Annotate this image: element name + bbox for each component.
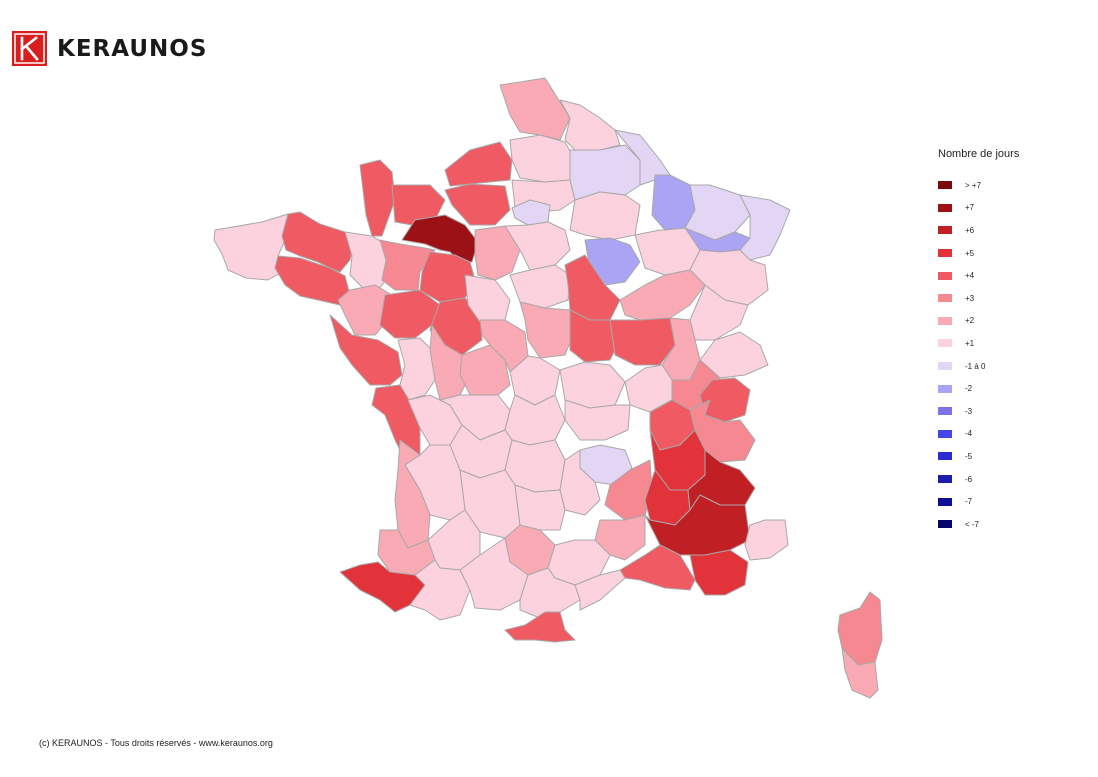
department-region xyxy=(337,284,393,336)
legend-item: +5 xyxy=(938,242,1019,265)
department-region xyxy=(379,239,436,291)
legend-swatch xyxy=(938,249,952,258)
legend-swatch xyxy=(938,294,952,303)
department-region xyxy=(519,301,576,359)
legend-label: -4 xyxy=(965,429,973,439)
legend-title: Nombre de jours xyxy=(938,148,1020,160)
legend-item: > +7 xyxy=(938,174,1019,197)
legend-label: +2 xyxy=(965,316,975,326)
legend-item: -1 à 0 xyxy=(938,355,1019,378)
legend-item: -7 xyxy=(938,490,1019,513)
legend-item: -4 xyxy=(938,423,1019,446)
department-region xyxy=(619,269,706,321)
copyright-footer: (c) KERAUNOS - Tous droits réservés - ww… xyxy=(39,738,273,748)
department-region xyxy=(559,449,601,516)
legend-label: -7 xyxy=(965,497,973,507)
department-region xyxy=(569,144,641,201)
department-region xyxy=(609,317,676,366)
department-region xyxy=(329,314,403,386)
legend-item: -2 xyxy=(938,377,1019,400)
department-region xyxy=(397,337,436,401)
keraunos-logo-icon xyxy=(12,31,47,66)
legend-items: > +7 +7 +6 +5 +4 +3 +2 +1 -1 à 0 -2 -3 -4 -5 -6 -7 < -7 xyxy=(938,174,1019,536)
legend-label: +1 xyxy=(965,338,975,348)
legend-swatch xyxy=(938,339,952,348)
legend-item: +1 xyxy=(938,332,1019,355)
legend-swatch xyxy=(938,429,952,438)
department-region xyxy=(569,191,641,241)
legend-label: +4 xyxy=(965,271,975,281)
department-region xyxy=(281,211,356,273)
department-region xyxy=(841,647,879,699)
legend-swatch xyxy=(938,181,952,190)
department-region xyxy=(409,559,471,621)
legend-label: -6 xyxy=(965,474,973,484)
legend-swatch xyxy=(938,497,952,506)
legend-swatch xyxy=(938,203,952,212)
legend-label: +3 xyxy=(965,293,975,303)
legend-item: +7 xyxy=(938,197,1019,220)
legend-label: -1 à 0 xyxy=(965,361,986,371)
legend-swatch xyxy=(938,316,952,325)
legend-swatch xyxy=(938,407,952,416)
department-region xyxy=(401,214,479,263)
legend-label: -5 xyxy=(965,451,973,461)
legend-swatch xyxy=(938,271,952,280)
legend-label: +5 xyxy=(965,248,975,258)
legend-label: +7 xyxy=(965,203,975,213)
department-region xyxy=(699,331,769,379)
legend-item: +2 xyxy=(938,310,1019,333)
keraunos-logo: KERAUNOS xyxy=(12,31,207,66)
legend-swatch xyxy=(938,226,952,235)
department-region xyxy=(444,183,511,226)
department-region xyxy=(504,221,571,271)
legend-swatch xyxy=(938,362,952,371)
legend-label: +6 xyxy=(965,225,975,235)
department-region xyxy=(509,134,576,183)
legend-swatch xyxy=(938,384,952,393)
legend-swatch xyxy=(938,475,952,484)
legend-label: -3 xyxy=(965,406,973,416)
legend-label: -2 xyxy=(965,384,973,394)
legend-label: > +7 xyxy=(965,180,982,190)
legend-swatch xyxy=(938,520,952,529)
legend-item: +4 xyxy=(938,264,1019,287)
legend-label: < -7 xyxy=(965,519,980,529)
department-region xyxy=(509,264,571,309)
department-region xyxy=(689,549,749,596)
department-region xyxy=(744,519,789,561)
legend-item: -5 xyxy=(938,445,1019,468)
legend-item: -6 xyxy=(938,468,1019,491)
legend: Nombre de jours > +7 +7 +6 +5 +4 +3 +2 +1 -1 à 0… xyxy=(938,148,1019,536)
department-region xyxy=(504,611,576,643)
department-region xyxy=(559,99,621,151)
department-region xyxy=(619,544,696,591)
legend-item: +3 xyxy=(938,287,1019,310)
department-region xyxy=(837,591,883,666)
legend-swatch xyxy=(938,452,952,461)
department-region xyxy=(379,289,441,339)
department-region xyxy=(444,141,513,187)
legend-item: -3 xyxy=(938,400,1019,423)
legend-item: +6 xyxy=(938,219,1019,242)
department-region xyxy=(519,567,581,619)
department-region xyxy=(574,569,626,611)
department-region xyxy=(634,227,701,276)
department-region xyxy=(564,399,631,441)
brand-name: KERAUNOS xyxy=(57,35,208,62)
department-region xyxy=(514,484,566,531)
department-region xyxy=(739,194,791,261)
department-region xyxy=(359,159,396,237)
department-region xyxy=(499,77,571,141)
legend-item: < -7 xyxy=(938,513,1019,536)
